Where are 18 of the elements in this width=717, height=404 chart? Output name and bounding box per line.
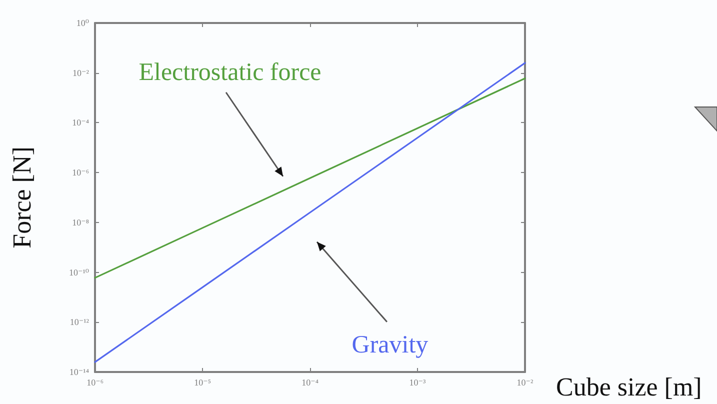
x-tick-label: 10⁻⁴ xyxy=(302,378,318,388)
y-tick-label: 10⁻¹² xyxy=(70,317,90,328)
y-axis-title: Force [N] xyxy=(8,146,36,248)
y-tick-label: 10⁻⁴ xyxy=(72,118,89,128)
y-tick-label: 10⁻¹⁰ xyxy=(68,267,90,278)
text: Gravity xyxy=(352,331,429,358)
y-tick-label: 10⁻⁶ xyxy=(72,168,89,178)
line-series xyxy=(94,62,526,363)
x-axis-title: Cube size [m] xyxy=(556,372,702,402)
y-tick-label: 10⁻² xyxy=(72,68,90,78)
y-tick-label: 10⁻¹⁴ xyxy=(69,367,89,377)
x-tick-label: 10⁻³ xyxy=(409,378,426,388)
x-tick-label: 10⁻⁵ xyxy=(194,378,211,388)
text: Electrostatic force xyxy=(138,58,322,86)
x-tick-label: 10⁻² xyxy=(516,378,534,388)
x-tick-label: 10⁻⁶ xyxy=(86,378,104,388)
y-tick-label: 10⁻⁸ xyxy=(72,217,89,228)
y-tick-label: 10⁰ xyxy=(76,18,90,28)
